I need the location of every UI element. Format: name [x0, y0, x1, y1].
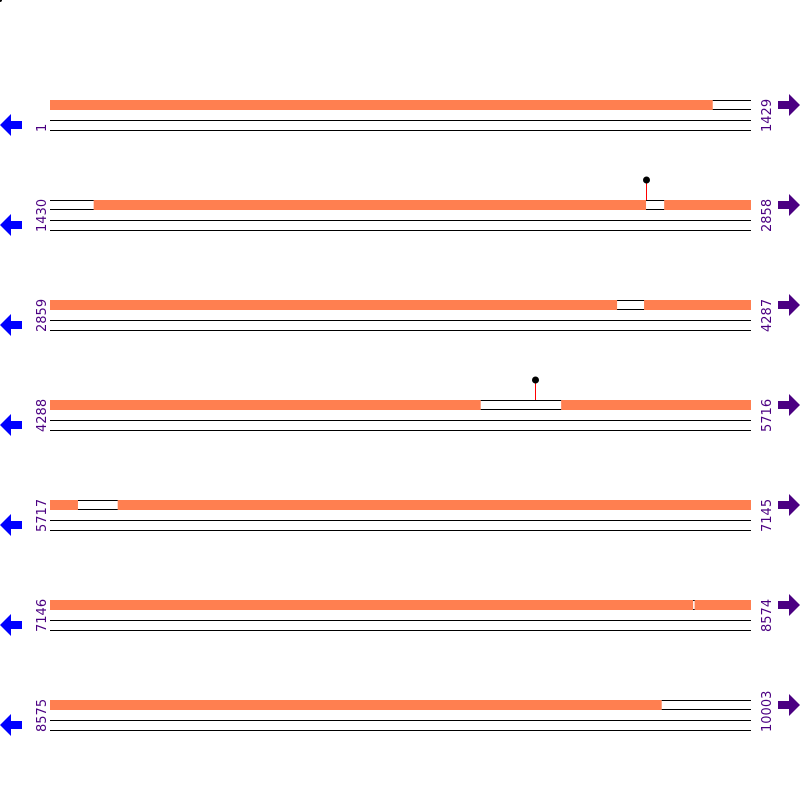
arrow-left-icon[interactable] [0, 114, 22, 136]
arrow-right-icon[interactable] [778, 394, 800, 416]
start-label: 5717 [35, 499, 50, 532]
track-row: 1430 2858 [0, 176, 800, 236]
arrow-left-icon[interactable] [0, 414, 22, 436]
end-label: 1429 [760, 99, 775, 132]
gap-region [480, 400, 562, 410]
start-label: 4288 [35, 399, 50, 432]
gap-region [646, 200, 665, 210]
gap-region [661, 700, 751, 710]
gap-region [712, 100, 751, 110]
track-row: 4288 5716 [0, 376, 800, 436]
corner-dot [0, 0, 2, 2]
start-label: 2859 [35, 299, 50, 332]
start-label: 1 [35, 124, 50, 132]
marker-head [643, 176, 650, 184]
end-label: 4287 [760, 299, 775, 332]
end-label: 10003 [760, 691, 775, 732]
track-row: 8575 10003 [0, 691, 800, 736]
arrow-left-icon[interactable] [0, 314, 22, 336]
arrow-right-icon[interactable] [778, 294, 800, 316]
coverage-bar [50, 300, 751, 310]
coverage-bar [50, 200, 751, 210]
coverage-bar [50, 100, 751, 110]
arrow-left-icon[interactable] [0, 714, 22, 736]
gap-region [693, 600, 695, 610]
arrow-left-icon[interactable] [0, 614, 22, 636]
arrow-left-icon[interactable] [0, 214, 22, 236]
coverage-bar [50, 600, 751, 610]
end-label: 2858 [760, 199, 775, 232]
arrow-right-icon[interactable] [778, 594, 800, 616]
arrow-right-icon[interactable] [778, 494, 800, 516]
marker-head [532, 376, 539, 384]
end-label: 7145 [760, 499, 775, 532]
coverage-bar [50, 400, 751, 410]
end-label: 8574 [760, 599, 775, 632]
start-label: 7146 [35, 599, 50, 632]
gap-region [50, 200, 94, 210]
coverage-bar [50, 700, 751, 710]
arrow-right-icon[interactable] [778, 694, 800, 716]
track-row: 5717 7145 [0, 494, 800, 536]
track-row: 2859 4287 [0, 294, 800, 336]
gap-region [77, 500, 118, 510]
arrow-left-icon[interactable] [0, 514, 22, 536]
track-row: 7146 8574 [0, 594, 800, 636]
end-label: 5716 [760, 399, 775, 432]
start-label: 8575 [35, 699, 50, 732]
start-label: 1430 [35, 199, 50, 232]
coverage-bar [50, 500, 751, 510]
gap-region [617, 300, 645, 310]
arrow-right-icon[interactable] [778, 194, 800, 216]
arrow-right-icon[interactable] [778, 94, 800, 116]
track-row: 1 1429 [0, 94, 800, 136]
